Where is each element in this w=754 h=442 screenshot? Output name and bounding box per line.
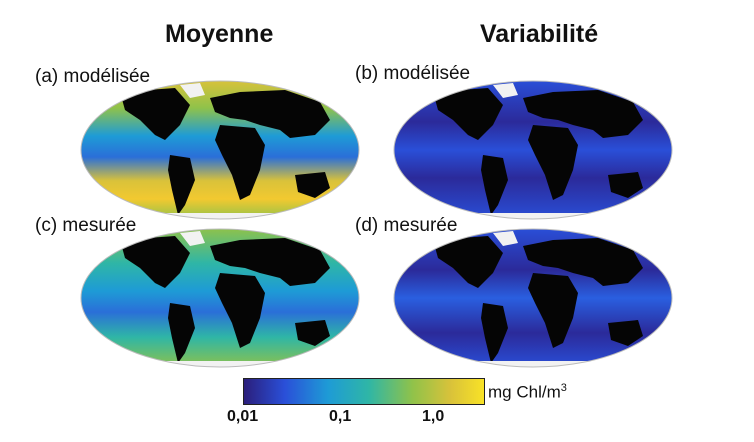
world-map-a	[80, 80, 360, 220]
panel-label-b: (b) modélisée	[355, 63, 471, 84]
colorbar-tick-label: 0,01	[227, 408, 259, 425]
world-map-b	[393, 80, 673, 220]
panel-label-d: (d) mesurée	[355, 215, 458, 236]
colorbar-unit-text: mg Chl/m	[488, 382, 561, 402]
land-mass-shapes	[120, 231, 330, 367]
panel-label-a: (a) modélisée	[35, 66, 151, 87]
land-mass-shapes	[433, 83, 643, 219]
world-map-d	[393, 228, 673, 368]
colorbar-tick-label: 0,1	[329, 408, 352, 425]
colorbar-tick-label: 1,0	[422, 408, 445, 425]
panel-label-c: (c) mesurée	[35, 215, 137, 236]
world-map-c	[80, 228, 360, 368]
land-mass-shapes	[433, 231, 643, 367]
column-title-variability: Variabilité	[480, 20, 599, 48]
column-title-mean: Moyenne	[165, 20, 274, 48]
colorbar	[243, 378, 485, 405]
colorbar-unit-superscript: 3	[560, 382, 567, 394]
land-mass-shapes	[120, 83, 330, 219]
colorbar-unit: mg Chl/m3	[488, 382, 567, 403]
